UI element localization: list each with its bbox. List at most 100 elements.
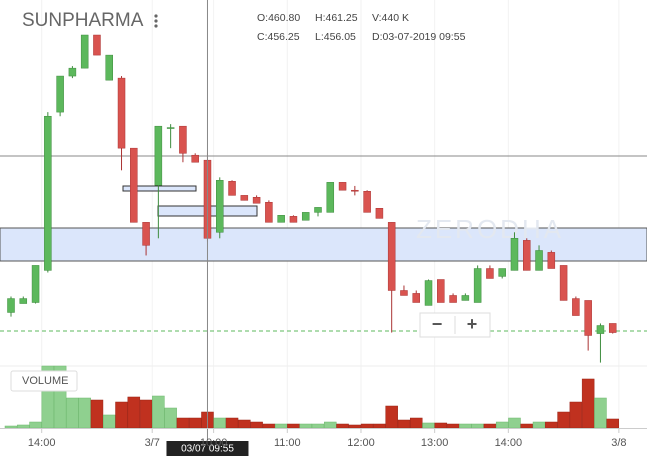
candle-body (387, 222, 396, 291)
x-axis: 14:00 3/7 10:00 11:00 12:00 13:00 14:00 3/8 (0, 428, 647, 449)
candle-body (7, 298, 15, 313)
candle-body (19, 298, 28, 304)
symbol-title: SUNPHARMA (22, 10, 144, 31)
candle-body (314, 207, 322, 213)
volume-bar (66, 397, 79, 429)
volume-bar (90, 399, 104, 429)
volume-bar (397, 419, 411, 429)
ohlc-info: O:460.80 H:461.25 V:440 K C:456.25 L:456.05 D… (257, 12, 466, 43)
candle-body (117, 77, 126, 149)
candle-body (486, 268, 494, 279)
candle-body (154, 125, 163, 186)
candle-body (572, 298, 580, 316)
drawn-rect (122, 185, 197, 192)
zoom-in-button[interactable]: + (467, 314, 478, 334)
candle-body (535, 250, 543, 271)
candle-body (130, 147, 138, 223)
volume-bar (4, 425, 18, 429)
volume-bar (262, 423, 276, 429)
candle-body (80, 34, 89, 69)
ohlc-value: D:03-07-2019 09:55 (372, 31, 466, 43)
volume-bar (385, 405, 398, 429)
candle-body (301, 212, 310, 221)
volume-bar (348, 424, 362, 429)
volume-label: VOLUME (22, 375, 68, 387)
volume-bar (594, 397, 607, 429)
volume-bar (434, 422, 448, 429)
candle-body (523, 240, 531, 271)
volume-bar (102, 414, 116, 429)
x-tick-label: 10:00 (200, 437, 228, 449)
volume-bar (422, 422, 435, 429)
volume-bar (606, 418, 619, 429)
candle-body (510, 238, 519, 271)
volume-bar (471, 423, 484, 429)
candle-body (498, 268, 506, 277)
candle-body (44, 115, 52, 271)
volume-bar (213, 417, 227, 429)
volume-bar (287, 423, 300, 429)
volume-bar (495, 421, 509, 429)
volume-bar (520, 423, 534, 429)
volume-bar (274, 423, 288, 429)
crosshair-label: 03/07 09:55 (181, 444, 234, 455)
candle-body (584, 300, 592, 336)
candle-body (240, 195, 249, 201)
volume-bar (324, 421, 337, 429)
candle-body (31, 265, 40, 303)
volume-bar (459, 423, 472, 429)
candle-body (351, 189, 359, 192)
volume-bar (311, 423, 325, 429)
volume-bar (483, 423, 497, 429)
ohlc-value: L:456.05 (315, 31, 356, 43)
volume-bar (532, 421, 546, 429)
candle-body (277, 215, 285, 223)
zoom-out-button[interactable]: − (432, 314, 443, 334)
volume-bar (188, 417, 202, 429)
candle-body (216, 180, 224, 233)
volume-bar (115, 401, 128, 429)
candle-body (68, 67, 77, 77)
volume-bar (373, 423, 386, 429)
volume-bar (139, 399, 153, 429)
candle-body (559, 265, 568, 301)
candle-body (424, 280, 433, 306)
candle-body (461, 295, 470, 301)
candle-body (473, 268, 482, 303)
watermark: ZERODHA (416, 214, 564, 244)
candle-body (375, 208, 384, 219)
candle-body (142, 222, 150, 246)
volume-bar (581, 378, 595, 429)
volume-bar (250, 421, 263, 429)
volume-bars (4, 365, 619, 429)
candle-body (363, 191, 371, 213)
x-tick-label: 12:00 (347, 437, 375, 449)
volume-bar (508, 417, 521, 429)
x-tick-label: 3/8 (611, 437, 626, 449)
volume-bar (557, 411, 570, 429)
candle-body (547, 252, 556, 269)
volume-bar (545, 421, 558, 429)
volume-bar (446, 423, 460, 429)
candle-body (252, 197, 261, 204)
x-tick-label: 14:00 (28, 437, 56, 449)
candle-body (56, 75, 64, 113)
ohlc-value: C:456.25 (257, 31, 300, 43)
x-tick-label: 3/7 (145, 437, 160, 449)
menu-icon[interactable] (154, 14, 158, 28)
volume-bar (360, 423, 374, 429)
volume-bar (569, 401, 583, 429)
candle-body (449, 295, 457, 303)
zoom-controls: − + (419, 312, 491, 338)
volume-bar (127, 396, 141, 429)
candle-body (179, 125, 187, 154)
volume-bar (336, 423, 349, 429)
volume-bar (152, 395, 165, 429)
candle-body (608, 323, 617, 333)
ohlc-value: V:440 K (372, 12, 409, 24)
ohlc-value: O:460.80 (257, 12, 300, 24)
volume-bar (164, 407, 177, 429)
ohlc-value: H:461.25 (315, 12, 358, 24)
volume-bar (225, 417, 239, 429)
